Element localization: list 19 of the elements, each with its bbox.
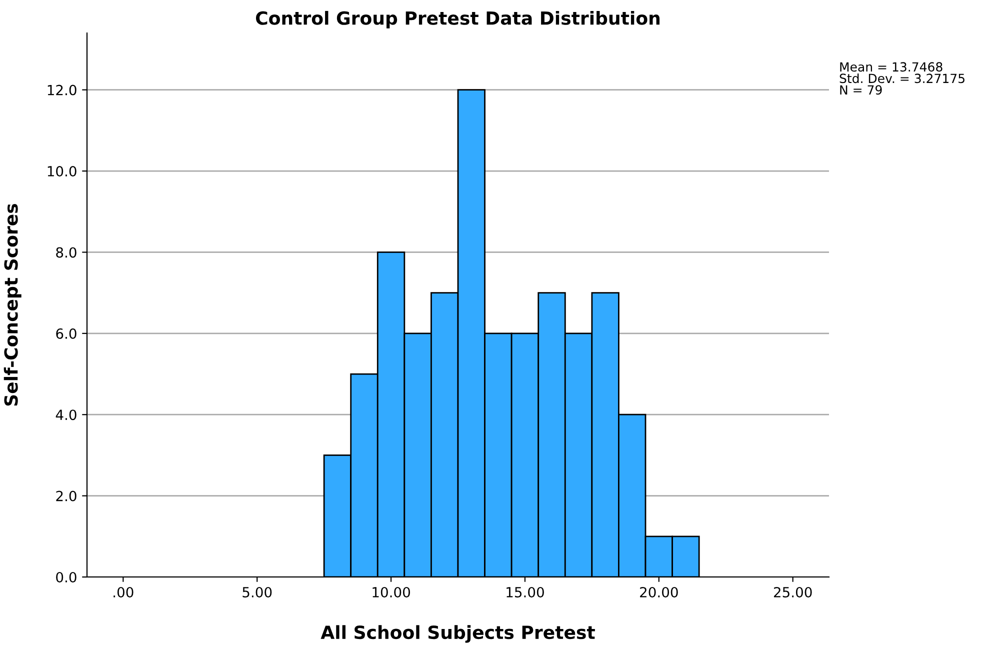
text: Std. Dev. = 3.27175 [840, 73, 964, 84]
y-tick-label: 4.0 [56, 410, 76, 420]
y-tick-label: 12.0 [48, 84, 76, 96]
y-tick-label: 0.0 [56, 572, 76, 582]
chart-title: Control Group Pretest Data Distribution [256, 10, 660, 28]
y-tick-label: 10.0 [48, 166, 76, 177]
x-tick-label: 10.00 [372, 586, 410, 598]
y-tick-label: 2.0 [56, 490, 76, 502]
y-tick-label: 6.0 [56, 328, 76, 339]
y-tick-label: 8.0 [56, 247, 76, 258]
y-axis-title: Self-Concept Scores [4, 204, 22, 406]
x-tick-label: 20.00 [640, 586, 678, 598]
text: N = 79 [840, 85, 882, 95]
x-tick-label: 5.00 [242, 586, 272, 598]
x-axis-title: All School Subjects Pretest [320, 625, 595, 643]
x-tick-label: 15.00 [506, 586, 544, 598]
x-tick-label: .00 [114, 586, 134, 598]
x-tick-label: 25.00 [774, 586, 812, 598]
text: Mean = 13.7468 [840, 62, 942, 72]
